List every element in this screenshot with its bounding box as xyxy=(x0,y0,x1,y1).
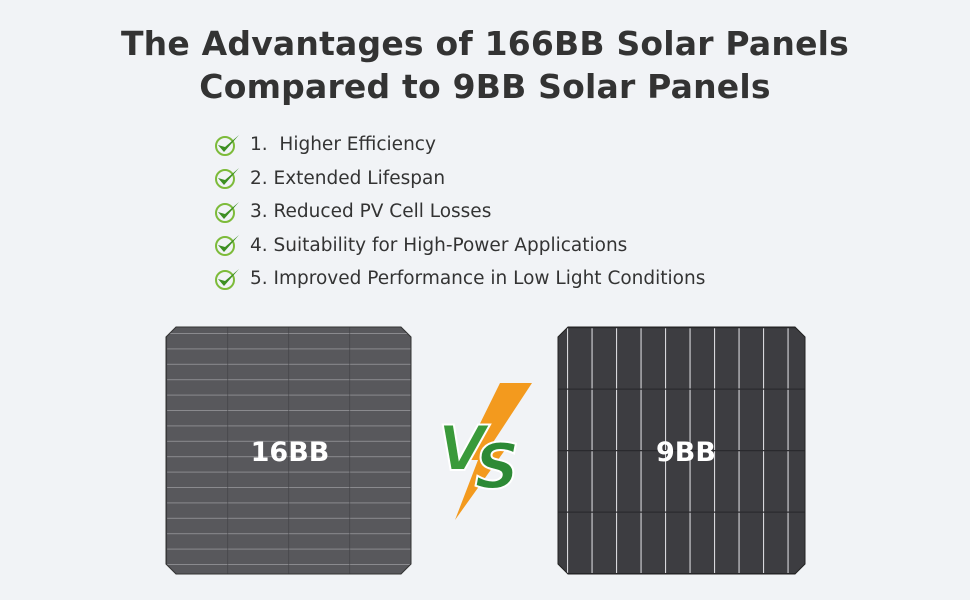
advantage-item: 5. Improved Performance in Low Light Con… xyxy=(214,262,705,296)
check-icon xyxy=(215,268,239,290)
check-icon xyxy=(215,235,239,257)
check-icon xyxy=(215,168,239,190)
advantage-list: 1. Higher Efficiency 2. Extended Lifespan… xyxy=(214,128,705,296)
advantage-item: 2. Extended Lifespan xyxy=(214,162,705,196)
advantage-text: 4. Suitability for High-Power Applicatio… xyxy=(250,234,628,256)
advantage-text: 5. Improved Performance in Low Light Con… xyxy=(250,268,706,290)
advantage-item: 3. Reduced PV Cell Losses xyxy=(214,195,705,229)
title-line: Compared to 9BB Solar Panels xyxy=(199,67,771,106)
advantage-text: 3. Reduced PV Cell Losses xyxy=(250,201,492,223)
vs-letter: V xyxy=(438,412,491,485)
title-line: The Advantages of 166BB Solar Panels xyxy=(120,24,850,63)
advantage-text: 1. Higher Efficiency xyxy=(250,134,436,156)
vs-letter: S xyxy=(475,430,520,503)
solar-panel-16bb xyxy=(165,326,412,575)
check-icon xyxy=(215,134,239,156)
check-icon xyxy=(215,201,239,223)
advantage-text: 2. Extended Lifespan xyxy=(250,167,446,189)
advantage-item: 4. Suitability for High-Power Applicatio… xyxy=(214,229,705,263)
advantage-item: 1. Higher Efficiency xyxy=(214,128,705,162)
solar-panel-9bb xyxy=(557,326,806,575)
lightning-bolt xyxy=(455,383,532,520)
panel-label: 9BB xyxy=(656,437,716,468)
panel-label: 16BB xyxy=(251,437,330,468)
